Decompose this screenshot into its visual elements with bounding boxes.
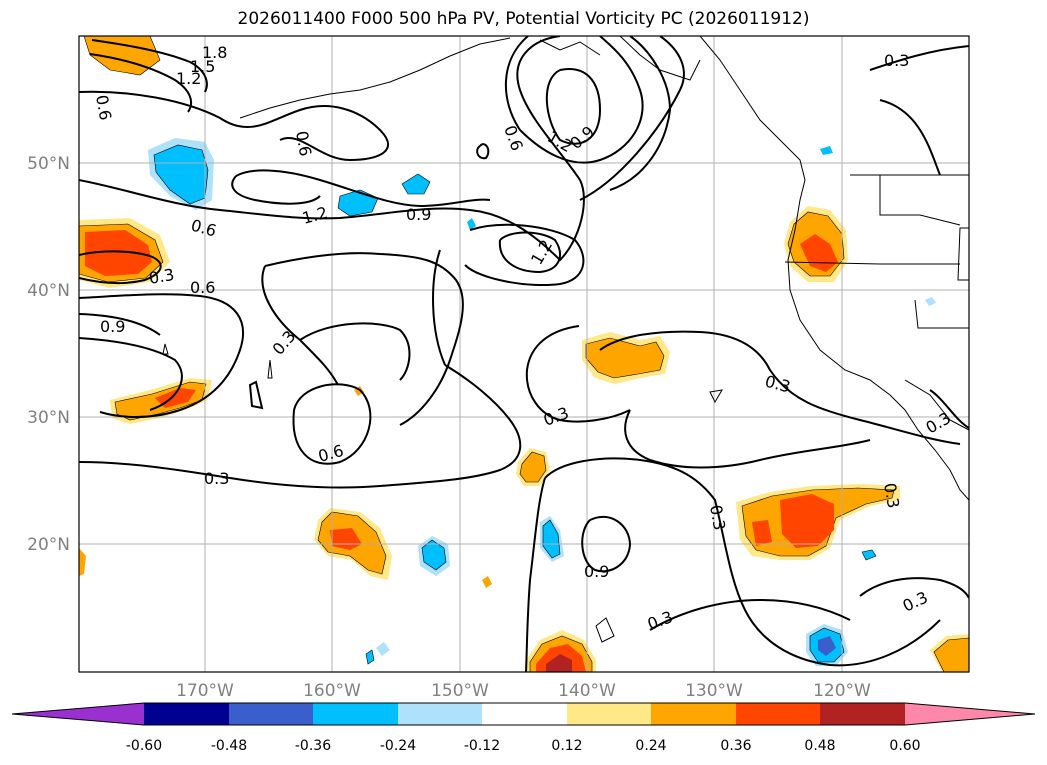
- map-frame: [78, 35, 970, 673]
- contour-label: 0.3: [884, 51, 909, 70]
- pv-negative-blob: [861, 549, 877, 561]
- pv-positive-blob: [519, 451, 547, 483]
- lon-label: 150°W: [431, 681, 489, 701]
- pv-negative-blob: [925, 297, 936, 306]
- contour-label: 0.3: [645, 607, 675, 634]
- colorbar-tick: 0.36: [720, 738, 751, 754]
- colorbar-tick: -0.60: [126, 738, 162, 754]
- pv-positive-blob: [933, 637, 969, 672]
- pv-negative-blob: [421, 539, 447, 571]
- pv-negative-blob: [467, 218, 476, 230]
- contour-label: 0.3: [147, 265, 175, 288]
- pv-negative-blob: [818, 636, 836, 656]
- pv-contours: [79, 36, 969, 672]
- colorbar-tick: -0.12: [464, 738, 500, 754]
- map-title: 2026011400 F000 500 hPa PV, Potential Vo…: [237, 9, 810, 29]
- pv-negative-blob: [365, 649, 375, 665]
- colorbar-segment: [820, 703, 905, 725]
- colorbar-tick: -0.36: [295, 738, 331, 754]
- lat-label: 20°N: [27, 535, 70, 555]
- lat-label: 40°N: [27, 281, 70, 301]
- lon-label: 160°W: [303, 681, 361, 701]
- pv-negative-blob: [542, 519, 561, 559]
- colorbar-tick: 0.60: [889, 738, 920, 754]
- contour-label: 1.2: [300, 203, 330, 228]
- pv-positive-blob: [482, 576, 492, 588]
- colorbar-tick: 0.48: [804, 738, 835, 754]
- coastlines: [162, 36, 969, 643]
- lon-label: 170°W: [176, 681, 234, 701]
- latitude-labels: 50°N 40°N 30°N 20°N: [27, 154, 70, 555]
- pv-positive-blob: [85, 230, 152, 276]
- colorbar-tick: -0.24: [380, 738, 416, 754]
- pv-negative-blob: [153, 144, 209, 205]
- pv-positive-blob: [79, 548, 86, 576]
- colorbar-segment: [482, 703, 567, 725]
- colorbar-segment: [313, 703, 398, 725]
- contour-label: 0.6: [190, 278, 215, 297]
- colorbar-segment: [398, 703, 482, 725]
- pv-negative-blob: [376, 642, 390, 656]
- lon-label: 140°W: [558, 681, 616, 701]
- longitude-labels: 170°W 160°W 150°W 140°W 130°W 120°W: [176, 681, 871, 701]
- graticule: [79, 36, 969, 672]
- pv-positive-blob: [546, 654, 572, 672]
- pv-negative-blob: [820, 146, 833, 155]
- contour-label: 0.6: [189, 216, 219, 241]
- lon-label: 120°W: [813, 681, 871, 701]
- contour-label: 0.3: [204, 469, 229, 488]
- contour-label: 0.9: [584, 562, 609, 581]
- contour-label: 1.8: [202, 43, 227, 62]
- contour-label: 0.6: [292, 129, 315, 157]
- lon-label: 130°W: [685, 681, 743, 701]
- lat-label: 30°N: [27, 408, 70, 428]
- colorbar-tick: -0.48: [211, 738, 247, 754]
- contour-label: 1.5: [190, 57, 215, 76]
- contour-label: 0.3: [923, 408, 955, 437]
- pv-negative-blob: [337, 189, 379, 217]
- contour-label: 0.3: [541, 403, 571, 430]
- lat-label: 50°N: [27, 154, 70, 174]
- contour-label: 0.3: [763, 372, 793, 397]
- colorbar-segment: [736, 703, 820, 725]
- pv-shading: [79, 36, 969, 672]
- pv-positive-blob: [585, 337, 665, 379]
- colorbar-segment: [229, 703, 313, 725]
- colorbar-tick: 0.24: [635, 738, 666, 754]
- colorbar: -0.60 -0.48 -0.36 -0.24 -0.12 0.12 0.24 …: [11, 702, 1036, 754]
- contour-label: 0.6: [92, 93, 115, 121]
- contour-label: 1.2: [176, 69, 201, 88]
- colorbar-segment: [144, 703, 229, 725]
- contour-label: 0.6: [500, 123, 527, 153]
- contour-label: 0.9: [100, 317, 125, 336]
- contour-label: 0.3: [706, 503, 729, 531]
- colorbar-segment: [651, 703, 736, 725]
- colorbar-tick: 0.12: [551, 738, 582, 754]
- pv-positive-blob: [752, 520, 772, 546]
- colorbar-over-arrow: [905, 703, 1035, 725]
- pv-positive-blob: [780, 494, 834, 548]
- colorbar-under-arrow: [12, 703, 144, 725]
- contour-label: 0.3: [269, 327, 300, 359]
- colorbar-segment: [567, 703, 651, 725]
- contour-label: 0.9: [406, 205, 431, 224]
- contour-label: 1.2: [527, 236, 556, 268]
- pv-negative-blob: [401, 173, 431, 195]
- contour-label: 0.3: [880, 481, 903, 509]
- contour-label: 0.3: [900, 588, 931, 616]
